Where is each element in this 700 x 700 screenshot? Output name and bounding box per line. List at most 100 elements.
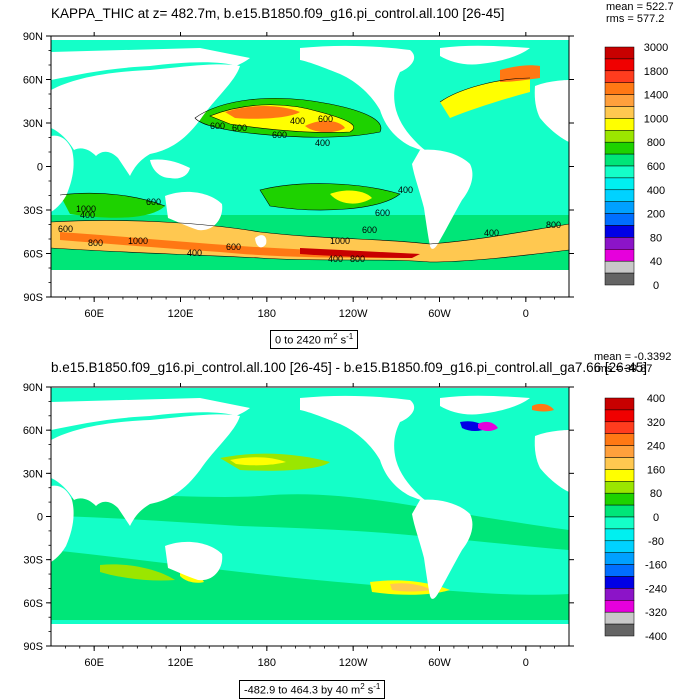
colorbar-swatch — [604, 552, 635, 565]
diff-north-pacific-high — [230, 457, 286, 466]
x-tick-label: 0 — [523, 657, 529, 669]
y-tick-label: 60S — [23, 598, 43, 610]
colorbar-label: 400 — [647, 185, 665, 197]
colorbar-swatch — [604, 397, 635, 411]
colorbar-label: 320 — [647, 417, 665, 429]
colorbar-swatch — [604, 481, 635, 494]
colorbar-swatch — [604, 153, 635, 167]
y-tick-label: 90S — [23, 292, 43, 304]
contour-label: 600 — [272, 130, 287, 140]
diff-south-pacific-peak — [390, 583, 432, 592]
colorbar-swatch — [604, 588, 635, 601]
y-tick-label: 30S — [23, 205, 43, 217]
antarctica-land — [51, 624, 569, 646]
australia-land — [165, 541, 223, 581]
contour-label: 600 — [146, 197, 161, 207]
south-america-land — [412, 149, 473, 249]
x-tick-label: 60W — [428, 657, 451, 669]
colorbar-label: 0 — [653, 280, 659, 292]
x-tick-label: 120W — [339, 657, 368, 669]
colorbar-swatch — [604, 249, 635, 262]
colorbar-swatch — [604, 189, 635, 202]
colorbar-swatch — [604, 623, 635, 637]
map-axes: 60E 120E 180 120W 60W 0 90N 60N 30N 0 30S 60S 90S — [23, 31, 574, 320]
colorbar-swatch — [604, 421, 635, 434]
colorbar-swatch — [604, 469, 635, 482]
colorbar-swatch — [604, 82, 635, 95]
x-tick-label: 120W — [339, 308, 368, 320]
colorbar-label: 0 — [653, 512, 659, 524]
contour-label: 800 — [350, 254, 365, 264]
siberia-land — [51, 48, 250, 80]
colorbar-swatch — [604, 177, 635, 191]
colorbar-swatch — [604, 237, 635, 250]
contour-label: 1000 — [128, 236, 148, 246]
x-tick-label: 60W — [428, 308, 451, 320]
north-pacific-orange — [225, 106, 300, 119]
y-tick-label: 90S — [23, 641, 43, 653]
contour-label: 400 — [290, 116, 305, 126]
colorbar-label: 3000 — [644, 42, 668, 54]
north-atlantic-yellow — [440, 78, 530, 118]
y-tick-label: 60N — [23, 75, 43, 87]
x-tick-label: 120E — [168, 657, 194, 669]
contour-label: 600 — [375, 208, 390, 218]
contour-label: 600 — [318, 114, 333, 124]
stats-rms: rms = 577.2 — [606, 13, 665, 25]
contour-label: 600 — [362, 225, 377, 235]
new-zealand-land — [255, 235, 267, 248]
asia-land — [51, 414, 240, 526]
contour-lines — [51, 77, 569, 263]
contour-labels: 600 600 400 600 400 600 400 600 1000 600… — [58, 114, 561, 264]
y-tick-label: 30N — [23, 468, 43, 480]
colorbar-swatch — [604, 409, 635, 423]
colorbar-swatch — [604, 516, 635, 530]
map-axes: 60E 120E 180 120W 60W 0 90N 60N 30N 0 30S 60S 90S — [23, 382, 574, 669]
colorbar-swatch — [604, 225, 635, 238]
colorbar-label: 240 — [647, 441, 665, 453]
diff-labrador-min — [478, 421, 498, 431]
stats-mean: mean = 522.7 — [606, 1, 674, 13]
colorbar-swatch — [604, 46, 635, 60]
siberia-land — [51, 398, 250, 430]
y-tick-label: 0 — [37, 162, 43, 174]
y-tick-label: 60N — [23, 425, 43, 437]
colorbar-swatch — [604, 141, 635, 155]
colorbar-label: 80 — [650, 232, 662, 244]
south-pacific-yellow — [330, 190, 372, 204]
colorbar-swatch — [604, 106, 635, 119]
greenland-land — [440, 395, 530, 415]
colorbar-label: 1000 — [644, 113, 668, 125]
colorbar-label: 400 — [647, 393, 665, 405]
north-america-land — [300, 45, 436, 157]
africa-east-land — [51, 135, 74, 212]
colorbar-swatch — [604, 272, 635, 286]
range-label-box: -482.9 to 464.3 by 40 m2 s-1 — [239, 680, 386, 699]
colorbar-label: -400 — [645, 631, 667, 643]
range-label-box: 0 to 2420 m2 s-1 — [270, 330, 359, 349]
stats-rms: rms = 39.87 — [594, 363, 653, 375]
south-america-land — [412, 499, 473, 599]
colorbar-swatch — [604, 213, 635, 226]
x-tick-label: 60E — [84, 657, 104, 669]
continents — [51, 45, 569, 297]
colorbar-swatch — [604, 165, 635, 179]
colorbar-label: -320 — [645, 607, 667, 619]
panel-kappa-thic: KAPPA_THIC at z= 482.7m, b.e15.B1850.f09… — [23, 1, 674, 349]
contour-label: 800 — [546, 220, 561, 230]
y-tick-label: 90N — [23, 31, 43, 43]
greenland-land — [440, 45, 530, 65]
colorbar-label: 200 — [647, 209, 665, 221]
colorbar-swatch — [604, 118, 635, 131]
colorbar-label: -160 — [645, 560, 667, 572]
continents — [51, 395, 569, 646]
south-pacific-green — [260, 183, 400, 210]
contour-label: 400 — [187, 248, 202, 258]
colorbar-label: 160 — [647, 464, 665, 476]
contour-label: 400 — [80, 210, 95, 220]
colorbar-label: 1400 — [644, 90, 668, 102]
colorbar-label: -240 — [645, 583, 667, 595]
colorbar-swatch — [604, 130, 635, 143]
colorbar-swatch — [604, 504, 635, 518]
